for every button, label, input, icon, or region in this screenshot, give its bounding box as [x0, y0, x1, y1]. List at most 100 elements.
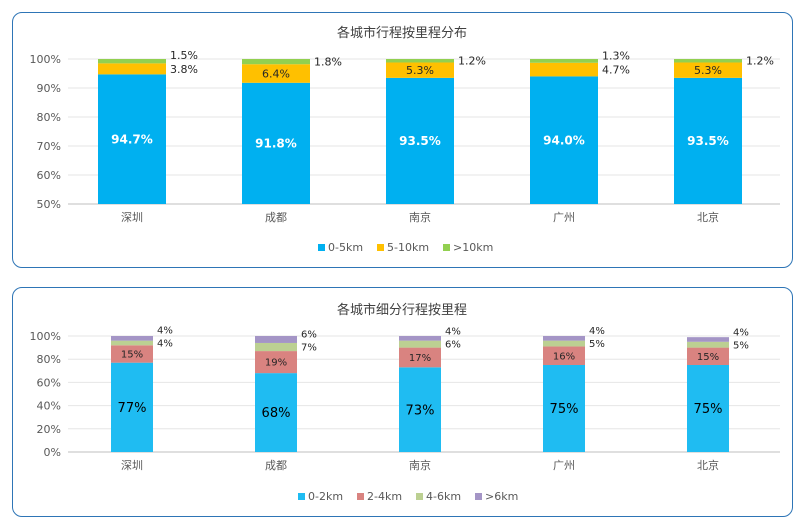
bar-segment: [530, 76, 598, 204]
data-label: 15%: [121, 350, 143, 361]
bar-segment: [98, 63, 166, 75]
data-label: 1.3%: [602, 50, 630, 63]
data-label: 5%: [733, 340, 749, 351]
legend-label: 4-6km: [426, 490, 461, 503]
legend-label: 5-10km: [387, 241, 429, 254]
y-tick-label: 40%: [37, 400, 61, 413]
bar-segment: [543, 336, 585, 341]
bar-segment: [543, 340, 585, 347]
x-tick-label: 深圳: [121, 459, 143, 472]
y-tick-label: 70%: [37, 140, 61, 153]
data-label: 93.5%: [687, 134, 729, 148]
x-tick-label: 广州: [553, 211, 575, 224]
bar-segment: [242, 64, 310, 83]
x-tick-label: 深圳: [121, 211, 143, 224]
data-label: 4%: [157, 326, 173, 337]
bar-segment: [98, 74, 166, 204]
bar-segment: [111, 345, 153, 363]
bar-segment: [386, 77, 454, 204]
y-tick-label: 50%: [37, 198, 61, 211]
chart-title: 各城市行程按里程分布: [337, 25, 467, 41]
data-label: 93.5%: [399, 134, 441, 148]
y-tick-label: 100%: [30, 330, 61, 343]
data-label: 17%: [409, 353, 431, 364]
bar-segment: [98, 59, 166, 64]
data-label: 91.8%: [255, 137, 297, 151]
data-label: 1.2%: [458, 55, 486, 68]
bar-segment: [687, 337, 729, 342]
data-label: 94.7%: [111, 133, 153, 147]
data-label: 7%: [301, 343, 317, 354]
x-tick-label: 南京: [409, 458, 431, 472]
bar-segment: [530, 59, 598, 63]
chart-panel-detailed: 各城市细分行程按里程 0% 20% 40% 60% 80% 100% 77% 15% 4% 4% 深圳…: [12, 287, 793, 517]
legend-swatch: [298, 493, 305, 500]
bar-segment: [255, 351, 297, 374]
data-label: 73%: [406, 403, 435, 418]
data-label: 5%: [589, 339, 605, 350]
data-label: 75%: [550, 402, 579, 417]
data-label: 6.4%: [262, 67, 290, 80]
legend-swatch: [357, 493, 364, 500]
y-tick-label: 60%: [37, 169, 61, 182]
x-tick-label: 成都: [265, 211, 287, 224]
x-tick-label: 成都: [265, 459, 287, 472]
bar-segment: [242, 59, 310, 65]
y-tick-label: 0%: [44, 446, 61, 459]
data-label: 5.3%: [406, 64, 434, 77]
bar-segment: [687, 365, 729, 452]
bar-segment: [386, 62, 454, 78]
data-label: 16%: [553, 351, 575, 362]
legend-label: 0-5km: [328, 241, 363, 254]
legend-swatch: [443, 244, 450, 251]
x-tick-label: 北京: [697, 210, 719, 224]
bar-segment: [255, 373, 297, 452]
data-label: 4%: [589, 326, 605, 337]
data-label: 6%: [301, 330, 317, 341]
legend-swatch: [416, 493, 423, 500]
y-tick-label: 20%: [37, 423, 61, 436]
chart-panel-distribution: 各城市行程按里程分布 50% 60% 70% 80% 90% 100% 94.7% 3.8% 1.…: [12, 12, 793, 268]
data-label: 4%: [733, 327, 749, 338]
bar-segment: [687, 347, 729, 365]
legend-label: >10km: [453, 241, 493, 254]
data-label: 4%: [445, 327, 461, 338]
chart-detailed: 各城市细分行程按里程 0% 20% 40% 60% 80% 100% 77% 15% 4% 4% 深圳…: [30, 302, 780, 503]
bar-segment: [674, 77, 742, 204]
bar-segment: [399, 340, 441, 348]
bar-segment: [399, 367, 441, 452]
y-tick-label: 80%: [37, 353, 61, 366]
data-label: 19%: [265, 358, 287, 369]
bar-segment: [674, 59, 742, 63]
bar-segment: [399, 347, 441, 368]
bar-segment: [386, 59, 454, 63]
bar-segment: [111, 362, 153, 452]
data-label: 3.8%: [170, 63, 198, 76]
legend-swatch: [377, 244, 384, 251]
data-label: 94.0%: [543, 134, 585, 148]
bar-segment: [111, 340, 153, 346]
x-tick-label: 广州: [553, 459, 575, 472]
legend-swatch: [318, 244, 325, 251]
chart-distribution: 各城市行程按里程分布50%60%70%80%90%100%94.7%3.8%1.…: [30, 25, 780, 254]
bar-segment: [255, 342, 297, 352]
data-label: 4.7%: [602, 64, 630, 77]
data-label: 75%: [694, 402, 723, 417]
legend-swatch: [475, 493, 482, 500]
x-tick-label: 北京: [697, 458, 719, 472]
bar-segment: [543, 346, 585, 365]
bar-segment: [674, 62, 742, 78]
data-label: 6%: [445, 340, 461, 351]
x-tick-label: 南京: [409, 210, 431, 224]
legend-label: >6km: [485, 490, 518, 503]
y-tick-label: 90%: [37, 82, 61, 95]
chart-title: 各城市细分行程按里程: [337, 302, 467, 318]
data-label: 1.8%: [314, 56, 342, 69]
data-label: 4%: [157, 339, 173, 350]
data-label: 15%: [697, 352, 719, 363]
data-label: 1.5%: [170, 49, 198, 62]
legend-label: 0-2km: [308, 490, 343, 503]
legend-label: 2-4km: [367, 490, 402, 503]
y-tick-label: 80%: [37, 111, 61, 124]
bar-segment: [530, 62, 598, 77]
